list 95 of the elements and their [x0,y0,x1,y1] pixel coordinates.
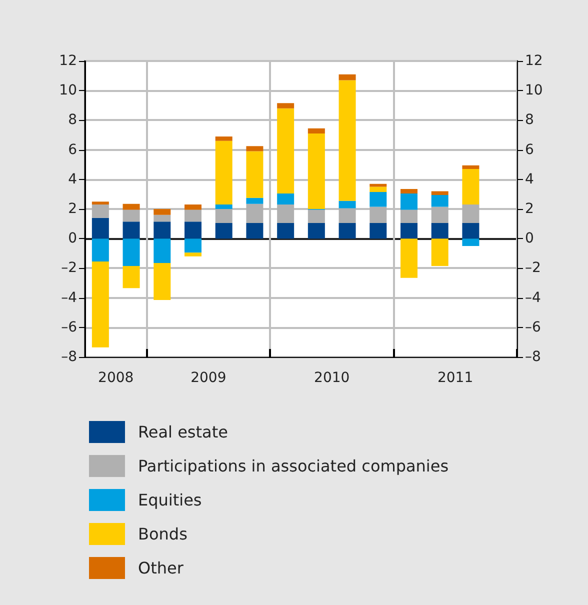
bar [370,192,387,207]
bar [184,204,202,210]
bar [246,146,264,152]
bar [246,151,264,198]
y-tick-label: –6 [61,319,78,336]
bar [400,238,418,278]
y-tick-label: –2 [61,260,77,276]
bar [215,204,232,209]
x-tick-label: 2011 [437,370,474,386]
bar [400,193,418,210]
legend-label: Equities [138,490,202,510]
bar [277,223,294,239]
bar [370,206,387,224]
x-tick-label: 2008 [98,370,134,386]
bar [246,198,264,204]
bar [154,214,171,222]
bar [308,128,325,134]
x-tick-label: 2009 [190,370,226,386]
y2-tick-label: –8 [525,349,541,365]
bar [184,238,202,253]
bar [92,262,109,348]
y-tick-label: –8 [61,349,77,365]
bar [338,208,356,224]
y-tick-label: 8 [68,112,77,128]
bar [184,210,202,222]
y-tick-label: 12 [59,53,77,69]
y2-tick-label: –4 [525,290,541,306]
bar [277,193,294,205]
bar [400,189,418,194]
y-tick-label: –4 [61,290,78,306]
y-tick-label: 10 [59,82,77,99]
y2-tick-label: –6 [525,319,541,336]
bar [338,200,356,208]
legend-label: Bonds [138,524,188,544]
bar [215,140,232,205]
bar [338,80,356,201]
bar [308,223,325,239]
bar [370,184,387,187]
bar [277,204,294,224]
y-tick-label: 6 [68,142,78,158]
bar [308,210,325,224]
bar [154,209,171,215]
bar [462,169,480,205]
bar [462,238,480,246]
bar [370,186,387,192]
bar [277,108,294,194]
y2-tick-label: 0 [525,230,534,247]
x-tick-label: 2010 [314,370,350,386]
bar [400,210,418,224]
bar [184,222,202,239]
bar [431,191,448,195]
bar [184,252,202,256]
y2-tick-label: –2 [525,260,541,276]
bar [154,238,171,264]
y2-tick-label: 8 [525,112,534,128]
y2-tick-label: 4 [525,171,534,188]
bar [462,204,480,224]
bar [122,238,140,266]
bar [308,134,325,209]
bar [215,223,232,239]
y2-tick-label: 6 [525,142,534,158]
bar [246,223,264,239]
bar [122,266,140,288]
bar [215,209,232,224]
bar [122,204,140,210]
bar [370,223,387,239]
bar [122,222,140,239]
bar [431,238,448,266]
y2-tick-label: 12 [525,53,543,69]
bar [431,223,448,239]
bar [246,204,264,224]
bar [92,202,109,205]
bar [154,222,171,239]
y-tick-label: 4 [68,171,78,188]
y-tick-label: 0 [68,230,77,247]
bar [92,204,109,218]
bar [338,223,356,239]
bar [92,238,109,262]
bar [215,136,232,141]
bar [154,263,171,300]
bar [400,223,418,239]
legend-label: Participations in associated companies [138,456,449,476]
y2-tick-label: 2 [525,201,534,217]
legend-label: Real estate [138,422,228,442]
bar [431,206,448,224]
bar [462,223,480,239]
y2-tick-label: 10 [525,82,543,99]
legend-label: Other [138,558,184,578]
bar [462,165,480,170]
bar [122,210,140,222]
bar [431,194,448,207]
bar [92,218,109,239]
bar [277,103,294,108]
y-tick-label: 2 [68,201,77,217]
bar [338,74,356,80]
